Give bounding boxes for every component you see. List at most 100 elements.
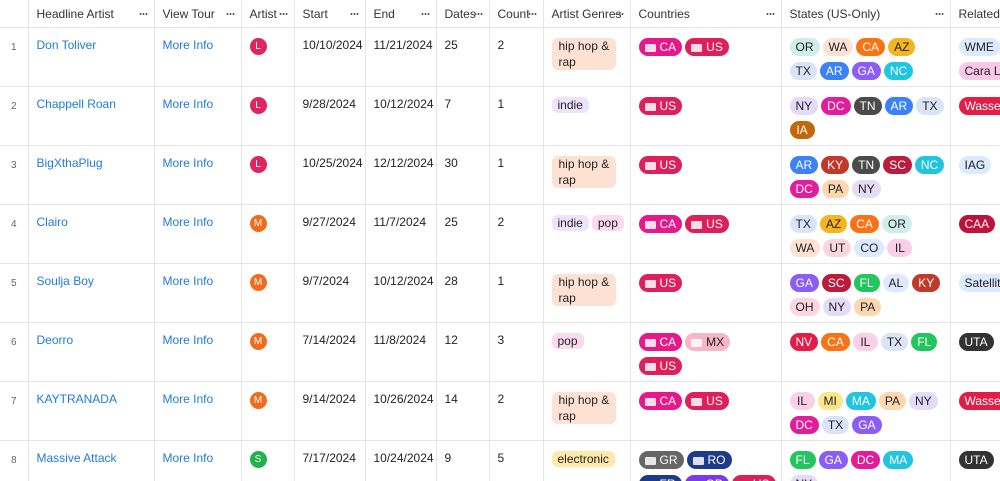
state-tag: DC <box>821 97 851 115</box>
state-tag: TX <box>789 215 817 233</box>
headline-artist[interactable]: BigXthaPlug <box>28 145 155 205</box>
column-menu[interactable] <box>765 13 775 15</box>
view-tour-link[interactable]: More Info <box>154 86 242 146</box>
dates-count: 25 <box>436 27 490 87</box>
state-tag: NY <box>908 392 938 410</box>
view-tour-link[interactable]: More Info <box>154 145 242 205</box>
headline-artist[interactable]: Massive Attack <box>28 440 155 481</box>
country-tag-text: GB <box>706 477 723 481</box>
table-row[interactable]: 7 KAYTRANADA More Info M 9/14/2024 10/26/2024… <box>0 381 1000 441</box>
count: 1 <box>489 145 544 205</box>
column-header[interactable]: Count <box>489 0 544 28</box>
column-header[interactable]: Start <box>294 0 366 28</box>
end-date: 10/12/2024 <box>365 86 437 146</box>
headline-artist[interactable]: Don Toliver <box>28 27 155 87</box>
column-header[interactable]: Artist Genres <box>543 0 631 28</box>
column-header[interactable]: States (US-Only) <box>781 0 951 28</box>
state-tag-text: PA <box>884 394 900 408</box>
table-row[interactable]: 3 BigXthaPlug More Info L 10/25/2024 12/12/20… <box>0 145 1000 205</box>
genre-tag: electronic <box>551 451 615 467</box>
states-cell: NV CA IL TX FL <box>781 322 951 382</box>
genres-cell: indie <box>543 86 631 146</box>
state-tag: UT <box>823 239 852 257</box>
state-tag-text: PA <box>860 300 876 314</box>
column-menu[interactable] <box>420 13 430 15</box>
column-header[interactable]: Countries <box>630 0 782 28</box>
column-menu[interactable] <box>614 13 624 15</box>
genre-tag: pop <box>591 215 624 231</box>
column-menu[interactable] <box>349 13 359 15</box>
column-header[interactable]: Headline Artist <box>28 0 155 28</box>
country-tag: CA <box>638 392 683 410</box>
state-tag-text: NY <box>796 477 813 481</box>
column-menu[interactable] <box>527 13 537 15</box>
related-tag: UTA <box>958 451 994 469</box>
state-tag: OR <box>881 215 912 233</box>
state-tag-text: TN <box>858 158 875 172</box>
column-menu[interactable] <box>473 13 483 15</box>
state-tag-text: NC <box>889 64 908 78</box>
state-tag-text: AR <box>890 99 908 113</box>
table-row[interactable]: 1 Don Toliver More Info L 10/10/2024 11/21/20… <box>0 27 1000 87</box>
state-tag-text: DC <box>795 182 813 196</box>
headline-artist[interactable]: Clairo <box>28 204 155 264</box>
column-menu[interactable] <box>934 13 944 15</box>
table-row[interactable]: 5 Soulja Boy More Info M 9/7/2024 10/12/2024 2… <box>0 263 1000 323</box>
view-tour-link[interactable]: More Info <box>154 381 242 441</box>
country-tag-text: US <box>659 158 677 172</box>
country-tag-text: US <box>659 359 677 373</box>
column-menu[interactable] <box>225 13 235 15</box>
state-tag-text: AR <box>825 64 843 78</box>
row-number: 8 <box>0 440 29 481</box>
column-header[interactable]: End <box>365 0 437 28</box>
view-tour-link[interactable]: More Info <box>154 27 242 87</box>
headline-artist[interactable]: Soulja Boy <box>28 263 155 323</box>
headline-artist[interactable]: Chappell Roan <box>28 86 155 146</box>
genre-tag: hip hop & rap <box>551 392 616 424</box>
state-tag: AR <box>789 156 819 174</box>
start-date: 7/14/2024 <box>294 322 366 382</box>
headline-artist[interactable]: KAYTRANADA <box>28 381 155 441</box>
flag-icon <box>644 279 656 288</box>
column-header[interactable]: Dates <box>436 0 490 28</box>
column-title: Start <box>302 6 328 21</box>
headline-artist[interactable]: Deorro <box>28 322 155 382</box>
table-row[interactable]: 6 Deorro More Info M 7/14/2024 11/8/2024 12 3 po… <box>0 322 1000 382</box>
genre-tag: hip hop & rap <box>551 156 616 188</box>
state-tag-text: MA <box>851 394 870 408</box>
state-tag: DC <box>789 180 819 198</box>
state-tag-text: TX <box>827 418 844 432</box>
column-header[interactable]: Related <box>950 0 1000 28</box>
state-tag: TX <box>880 333 909 351</box>
column-title: States (US-Only) <box>789 6 881 21</box>
table-row[interactable]: 8 Massive Attack More Info S 7/17/2024 10/24/… <box>0 440 1000 481</box>
state-tag: PA <box>821 180 849 198</box>
view-tour-link[interactable]: More Info <box>154 322 242 382</box>
state-tag: AZ <box>819 215 848 233</box>
column-header[interactable]: Artist <box>241 0 295 28</box>
state-tag-text: DC <box>856 453 875 467</box>
genre-tag: indie <box>551 97 589 113</box>
country-tag: CA <box>638 333 683 351</box>
artist-cell: M <box>241 263 295 323</box>
flag-icon <box>644 338 656 347</box>
country-tag-text: CA <box>659 335 677 349</box>
artist-cell: S <box>241 440 295 481</box>
flag-icon <box>644 456 656 465</box>
row-number: 5 <box>0 263 29 323</box>
column-menu[interactable] <box>138 13 148 15</box>
country-tag: RO <box>686 451 732 469</box>
states-cell: TX AZ CA OR WA UT CO IL <box>781 204 951 264</box>
flag-icon <box>644 220 656 229</box>
column-menu[interactable] <box>278 13 288 15</box>
table-row[interactable]: 2 Chappell Roan More Info L 9/28/2024 10/12/2… <box>0 86 1000 146</box>
related-cell: UTA <box>950 322 1000 382</box>
view-tour-link[interactable]: More Info <box>154 440 242 481</box>
view-tour-link[interactable]: More Info <box>154 263 242 323</box>
column-header[interactable]: View Tour <box>154 0 242 28</box>
view-tour-link[interactable]: More Info <box>154 204 242 264</box>
flag-icon <box>691 397 703 406</box>
state-tag: PA <box>878 392 906 410</box>
table-row[interactable]: 4 Clairo More Info M 9/27/2024 11/7/2024 25 2 in… <box>0 204 1000 264</box>
